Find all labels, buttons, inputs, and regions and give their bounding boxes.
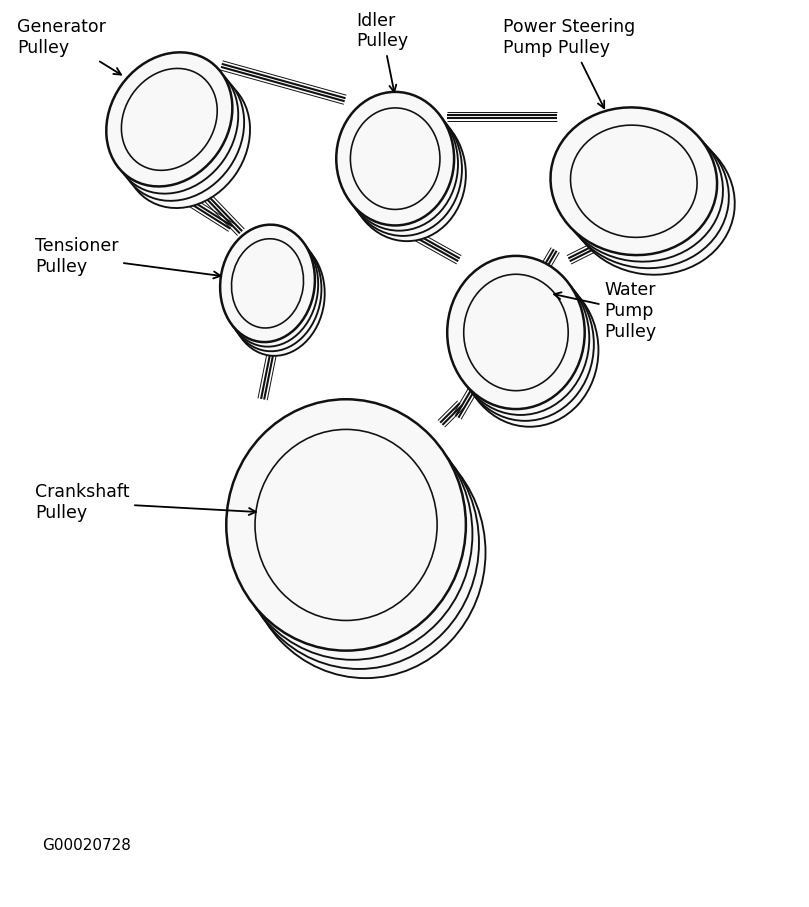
- Ellipse shape: [124, 74, 250, 208]
- Ellipse shape: [230, 239, 324, 356]
- Text: Crankshaft
Pulley: Crankshaft Pulley: [35, 483, 256, 522]
- Text: Generator
Pulley: Generator Pulley: [17, 18, 121, 74]
- Ellipse shape: [118, 67, 244, 200]
- Ellipse shape: [451, 262, 589, 415]
- Ellipse shape: [456, 268, 594, 421]
- Ellipse shape: [220, 225, 315, 342]
- Ellipse shape: [461, 274, 599, 427]
- Ellipse shape: [340, 97, 458, 230]
- Text: G00020728: G00020728: [41, 838, 130, 853]
- Ellipse shape: [239, 417, 479, 669]
- Ellipse shape: [227, 399, 466, 650]
- Ellipse shape: [348, 108, 466, 241]
- Ellipse shape: [112, 60, 238, 193]
- Ellipse shape: [106, 53, 232, 187]
- Ellipse shape: [337, 92, 454, 226]
- Ellipse shape: [223, 229, 318, 346]
- Ellipse shape: [246, 427, 485, 678]
- Ellipse shape: [562, 121, 729, 268]
- Ellipse shape: [568, 127, 735, 275]
- Text: Water
Pump
Pulley: Water Pump Pulley: [554, 281, 656, 341]
- Text: Tensioner
Pulley: Tensioner Pulley: [35, 238, 221, 278]
- Ellipse shape: [550, 107, 717, 255]
- Ellipse shape: [447, 256, 585, 409]
- Ellipse shape: [227, 234, 321, 351]
- Text: Idler
Pulley: Idler Pulley: [356, 12, 408, 93]
- Ellipse shape: [233, 408, 472, 659]
- Ellipse shape: [344, 102, 462, 236]
- Text: Power Steering
Pump Pulley: Power Steering Pump Pulley: [503, 18, 635, 108]
- Ellipse shape: [557, 114, 723, 261]
